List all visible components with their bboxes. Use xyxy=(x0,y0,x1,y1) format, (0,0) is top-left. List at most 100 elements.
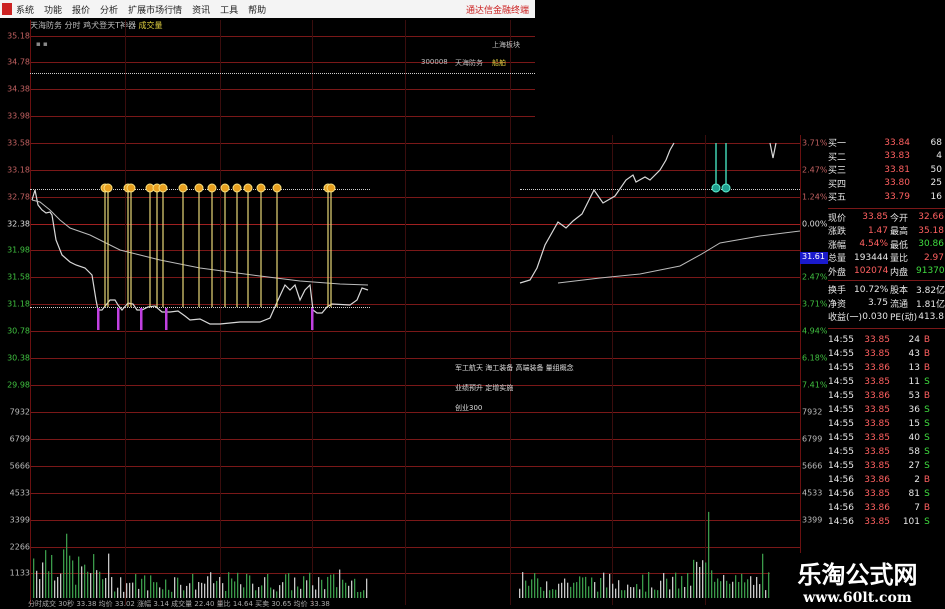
bid-label: 买五 xyxy=(828,193,847,204)
average-price-line xyxy=(31,199,369,286)
stat-value: 30.86 xyxy=(918,239,944,250)
volume-bar xyxy=(363,590,365,598)
volume-bar xyxy=(339,569,341,598)
volume-bar xyxy=(609,573,611,598)
stat-value: 35.18 xyxy=(918,225,944,236)
volume-bar xyxy=(54,580,56,598)
sector-label[interactable]: 船舶 xyxy=(492,59,506,67)
volume-bar xyxy=(177,577,179,598)
tick-price: 33.85 xyxy=(864,446,890,457)
tick-row: 14:56 33.85 81 S xyxy=(828,487,945,501)
y-axis-label: 33.98 xyxy=(7,111,30,121)
grid-line xyxy=(30,573,800,574)
buy-signal-icon xyxy=(194,183,204,193)
tab-volume[interactable]: 成交量 xyxy=(138,21,163,30)
tick-price: 33.86 xyxy=(864,390,890,401)
volume-bar xyxy=(261,585,263,598)
buy-signal-icon xyxy=(232,183,242,193)
tick-row: 14:56 33.86 7 B xyxy=(828,501,945,515)
volume-bar xyxy=(315,589,317,598)
stat-label: 总量 xyxy=(828,254,847,265)
stat-label: 股本 xyxy=(890,286,909,297)
stat-value: 102074 xyxy=(854,266,889,277)
right-axis-label: 2.47% xyxy=(802,165,828,175)
tick-time: 14:55 xyxy=(828,460,854,471)
menu-news[interactable]: 资讯 xyxy=(192,5,211,16)
stat-value: 4.54% xyxy=(859,239,888,250)
volume-bar xyxy=(267,573,269,598)
menu-tools[interactable]: 工具 xyxy=(220,5,239,16)
bid-row: 买三 33.81 50 xyxy=(828,163,945,177)
menu-analysis[interactable]: 分析 xyxy=(100,5,119,16)
sell-marker-bar xyxy=(97,308,100,330)
grid-line xyxy=(30,197,800,198)
volume-bar xyxy=(597,591,599,598)
stat-label: 量比 xyxy=(890,254,909,265)
volume-bar xyxy=(66,533,68,598)
volume-bar xyxy=(195,589,197,598)
bid-price: 33.83 xyxy=(884,151,910,162)
volume-bar xyxy=(249,575,251,598)
divider xyxy=(828,280,945,281)
y-axis-label: 33.58 xyxy=(7,138,30,148)
grid-vline xyxy=(612,135,613,605)
volume-bar xyxy=(228,572,230,598)
menu-function[interactable]: 功能 xyxy=(44,5,63,16)
tick-side: B xyxy=(923,390,931,401)
tab-timeshare[interactable]: 分时 xyxy=(64,21,81,30)
stat-value: 3.75 xyxy=(867,298,888,309)
volume-bar xyxy=(750,576,752,598)
volume-bar xyxy=(168,589,170,598)
buy-signal-icon xyxy=(256,183,266,193)
volume-bar xyxy=(546,581,548,598)
volume-bar xyxy=(534,573,536,598)
volume-bar xyxy=(297,586,299,598)
volume-bar xyxy=(327,576,329,598)
tick-price: 33.85 xyxy=(864,516,890,527)
right-axis-label: 7932 xyxy=(802,407,823,417)
reference-dotted-line xyxy=(520,189,800,190)
menu-extended-market[interactable]: 扩展市场行情 xyxy=(128,5,183,16)
volume-bar xyxy=(225,590,227,598)
volume-bar xyxy=(561,582,563,598)
right-axis-label: 1.24% xyxy=(802,192,828,202)
intraday-chart[interactable]: ▪ ▪ xyxy=(0,0,800,609)
bid-volume: 50 xyxy=(930,164,942,175)
volume-bar xyxy=(201,582,203,598)
volume-bar xyxy=(258,586,260,598)
bid-volume: 25 xyxy=(930,178,942,189)
y-axis-label: 5666 xyxy=(9,461,30,471)
tick-side: S xyxy=(924,376,930,387)
reference-dotted-line xyxy=(30,307,370,308)
volume-bar xyxy=(48,571,50,598)
volume-bar xyxy=(147,590,149,598)
volume-bar xyxy=(681,576,683,598)
volume-bar xyxy=(759,584,761,598)
tick-time: 14:55 xyxy=(828,334,854,345)
menu-system[interactable]: 系统 xyxy=(16,5,35,16)
tick-volume: 24 xyxy=(908,334,920,345)
volume-bar xyxy=(570,586,572,598)
quote-panel: 买一 33.84 68 买二 33.83 4 买三 33.81 50 买四 33.80 25 买五 33.… xyxy=(828,136,945,529)
menu-help[interactable]: 帮助 xyxy=(248,5,267,16)
volume-bar xyxy=(291,590,293,598)
volume-bar xyxy=(180,584,182,598)
grid-line xyxy=(30,224,800,225)
tick-price: 33.85 xyxy=(864,376,890,387)
volume-bar xyxy=(279,585,281,598)
volume-bar xyxy=(192,573,194,598)
stat-label: 现价 xyxy=(828,213,847,224)
volume-bar xyxy=(627,584,629,598)
tick-row: 14:55 33.85 36 S xyxy=(828,403,945,417)
volume-bar xyxy=(732,581,734,598)
volume-bar xyxy=(690,585,692,598)
concept-line: 业绩预升 定增实施 xyxy=(455,384,514,392)
volume-bar xyxy=(309,572,311,598)
volume-bar xyxy=(525,580,527,598)
menu-quote[interactable]: 报价 xyxy=(72,5,91,16)
volume-bar xyxy=(768,572,770,598)
stat-value: 10.72% xyxy=(854,284,889,295)
volume-bar xyxy=(645,591,647,598)
volume-bar xyxy=(150,575,152,598)
indicator-name[interactable]: 鸡犬登天T神器 xyxy=(83,21,136,30)
